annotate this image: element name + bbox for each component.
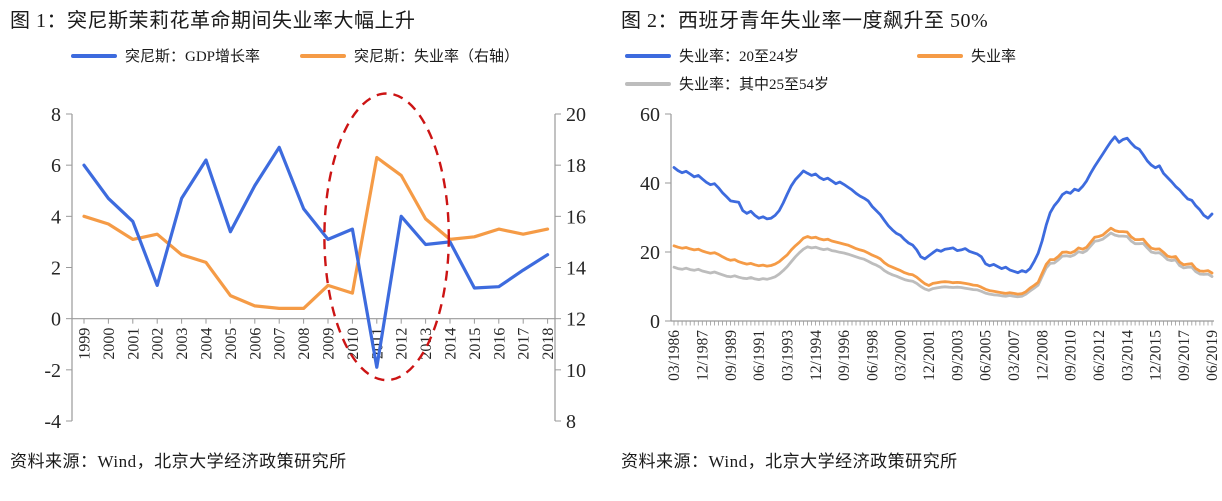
y-tick-label-right: 8 bbox=[566, 411, 576, 433]
age-25-54-line bbox=[672, 231, 1214, 299]
y-tick-label-right: 12 bbox=[566, 309, 586, 331]
gdp-growth-line bbox=[82, 145, 550, 369]
x-tick-label: 2012 bbox=[394, 328, 411, 360]
x-tick-label: 2009 bbox=[321, 328, 338, 360]
x-tick-label: 03/2000 bbox=[893, 330, 910, 381]
x-tick-label: 2006 bbox=[247, 328, 264, 360]
x-tick-label: 03/1993 bbox=[780, 330, 797, 381]
youth-line-swatch bbox=[625, 53, 671, 58]
age-25-54-line-swatch bbox=[625, 81, 671, 86]
total-line-swatch bbox=[917, 53, 964, 58]
x-tick-label: 2000 bbox=[101, 328, 118, 360]
x-tick-label: 12/2008 bbox=[1034, 330, 1051, 381]
x-tick-label: 2013 bbox=[418, 328, 435, 360]
x-tick-label: 03/2007 bbox=[1006, 330, 1023, 381]
legend-label-gdp-growth: 突尼斯：GDP增长率 bbox=[124, 49, 260, 65]
y-tick-label: 60 bbox=[640, 104, 660, 126]
figure1-panel: 图 1：突尼斯茉莉花革命期间失业率大幅上升 突尼斯：GDP增长率 突尼斯：失业率… bbox=[10, 10, 611, 471]
y-tick-label-right: 20 bbox=[566, 104, 586, 126]
chart2-source-note: 资料来源：Wind，北京大学经济政策研究所 bbox=[621, 452, 958, 471]
x-tick-label: 06/1991 bbox=[751, 330, 768, 381]
x-tick-label: 06/2019 bbox=[1204, 330, 1221, 381]
y-tick-label-left: -4 bbox=[44, 411, 61, 433]
x-tick-label: 12/1994 bbox=[808, 330, 825, 381]
chart1-legend-row: 突尼斯：GDP增长率 突尼斯：失业率（右轴） bbox=[10, 45, 580, 66]
legend-label-youth-20-24: 失业率：20至24岁 bbox=[679, 49, 800, 65]
y-tick-label-left: -2 bbox=[44, 360, 61, 382]
x-tick-label: 2008 bbox=[296, 328, 313, 360]
figure2-panel: 图 2：西班牙青年失业率一度飙升至 50% 失业率：20至24岁 失业率 失业率… bbox=[611, 0, 1222, 501]
legend-label-tunisia-unemployment: 突尼斯：失业率（右轴） bbox=[354, 49, 520, 65]
x-tick-label: 09/1989 bbox=[723, 330, 740, 381]
y-tick-label-right: 16 bbox=[566, 206, 586, 228]
chart2-legend-row-2: 失业率：其中25至54岁 bbox=[621, 73, 1222, 94]
y-tick-label-left: 2 bbox=[51, 258, 61, 280]
legend-item-total-unemployment: 失业率 bbox=[917, 45, 1016, 66]
y-tick-label-left: 4 bbox=[51, 206, 61, 228]
legend-item-youth-20-24: 失业率：20至24岁 bbox=[625, 45, 799, 66]
y-tick-label-left: 8 bbox=[51, 104, 61, 126]
x-tick-label: 2014 bbox=[443, 328, 460, 360]
legend-label-total-unemployment: 失业率 bbox=[971, 49, 1017, 65]
x-tick-label: 03/2014 bbox=[1119, 330, 1136, 381]
x-tick-label: 09/2010 bbox=[1063, 330, 1080, 381]
chart2-legend: 失业率：20至24岁 失业率 失业率：其中25至54岁 bbox=[621, 34, 1222, 94]
x-tick-label: 2004 bbox=[199, 328, 216, 360]
x-tick-label: 2010 bbox=[345, 328, 362, 360]
chart1-source-note: 资料来源：Wind，北京大学经济政策研究所 bbox=[10, 452, 347, 471]
y-tick-label-left: 6 bbox=[51, 155, 61, 177]
x-tick-label: 09/2003 bbox=[949, 330, 966, 381]
x-tick-label: 2007 bbox=[272, 328, 289, 360]
y-tick-label: 20 bbox=[640, 242, 660, 264]
youth-20-24-line bbox=[672, 135, 1214, 275]
x-tick-label: 06/1998 bbox=[864, 330, 881, 381]
y-tick-label-left: 0 bbox=[51, 309, 61, 331]
x-tick-label: 09/2017 bbox=[1176, 330, 1193, 381]
x-tick-label: 06/2012 bbox=[1091, 330, 1108, 381]
y-tick-label-right: 18 bbox=[566, 155, 586, 177]
y-tick-label: 0 bbox=[650, 311, 660, 333]
y-tick-label: 40 bbox=[640, 173, 660, 195]
x-tick-label: 2016 bbox=[491, 328, 508, 360]
unemployment-line-swatch bbox=[300, 53, 346, 58]
chart1-title: 图 1：突尼斯茉莉花革命期间失业率大幅上升 bbox=[10, 10, 416, 32]
legend-item-tunisia-unemployment: 突尼斯：失业率（右轴） bbox=[300, 45, 519, 66]
legend-label-age-25-54: 失业率：其中25至54岁 bbox=[679, 77, 830, 93]
x-tick-label: 09/1996 bbox=[836, 330, 853, 381]
x-tick-label: 06/2005 bbox=[978, 330, 995, 381]
x-tick-label: 2005 bbox=[223, 328, 240, 360]
revolution-ellipse-annotation bbox=[323, 92, 450, 382]
chart1-legend: 突尼斯：GDP增长率 突尼斯：失业率（右轴） bbox=[10, 34, 611, 92]
legend-item-age-25-54: 失业率：其中25至54岁 bbox=[625, 73, 829, 94]
x-tick-label: 2017 bbox=[516, 328, 533, 360]
chart2-legend-row-1: 失业率：20至24岁 失业率 bbox=[621, 45, 1222, 66]
x-tick-label: 2015 bbox=[467, 328, 484, 360]
x-tick-label: 2018 bbox=[540, 328, 557, 360]
x-tick-label: 2002 bbox=[150, 328, 167, 360]
total-unemployment-line bbox=[672, 226, 1214, 296]
legend-item-gdp-growth: 突尼斯：GDP增长率 bbox=[70, 45, 260, 66]
x-tick-label: 2003 bbox=[174, 328, 191, 360]
x-tick-label: 12/2015 bbox=[1148, 330, 1165, 381]
chart2-title: 图 2：西班牙青年失业率一度飙升至 50% bbox=[621, 10, 989, 32]
gdp-line-swatch bbox=[70, 53, 117, 58]
x-tick-label: 2001 bbox=[125, 328, 142, 360]
tunisia-unemployment-line bbox=[82, 155, 550, 310]
y-tick-label-right: 14 bbox=[566, 258, 586, 280]
x-tick-label: 12/2001 bbox=[921, 330, 938, 381]
x-tick-label: 12/1987 bbox=[695, 330, 712, 381]
chart2-canvas: 60 40 20 0 03/1986 12/1987 09/1989 06/1991 03/19… bbox=[640, 104, 1221, 381]
y-tick-label-right: 10 bbox=[566, 360, 586, 382]
x-tick-label: 1999 bbox=[77, 328, 94, 360]
x-tick-label: 03/1986 bbox=[666, 330, 683, 381]
